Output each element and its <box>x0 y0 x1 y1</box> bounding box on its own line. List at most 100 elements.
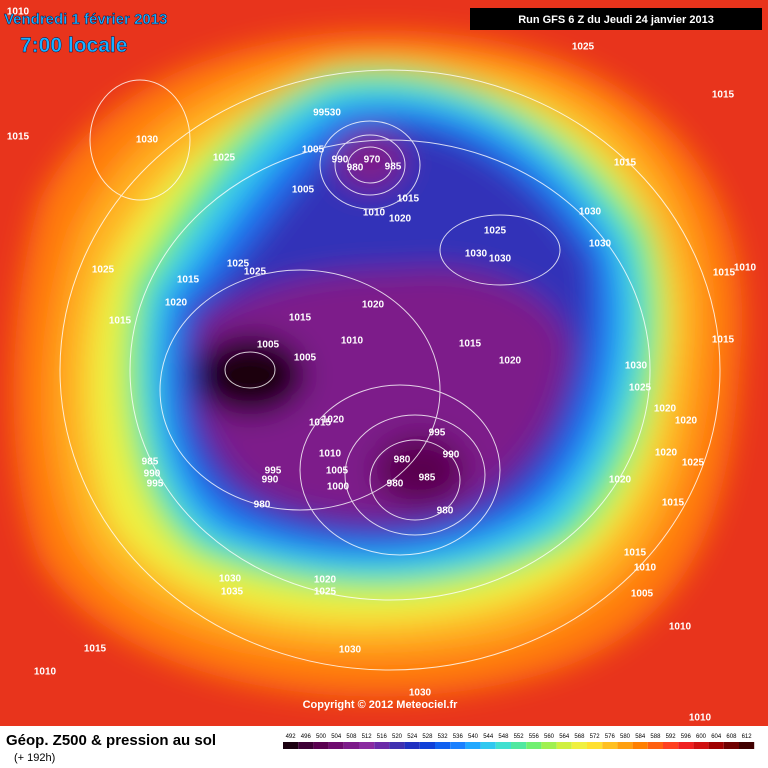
isobar-label: 1015 <box>624 548 647 559</box>
isobar-label: 1010 <box>734 263 757 274</box>
isobar-label: 1020 <box>675 416 698 427</box>
colorbar-label: 612 <box>742 734 753 740</box>
isobar-label: 980 <box>437 506 454 517</box>
colorbar-label: 584 <box>635 734 646 740</box>
isobar-label: 1005 <box>326 466 349 477</box>
isobar-label: 99530 <box>313 108 341 119</box>
isobar-label: 1030 <box>489 254 512 265</box>
isobar-label: 1025 <box>213 153 236 164</box>
colorbar-swatch <box>632 742 648 749</box>
isobar-label: 970 <box>364 155 381 166</box>
isobar-label: 1030 <box>409 688 432 699</box>
colorbar-label: 516 <box>377 734 388 740</box>
isobar-label: 1020 <box>609 475 632 486</box>
isobar-label: 990 <box>332 155 349 166</box>
colorbar: 492 496 500 504 508 512 516 520 524 528 532 536 540 5… <box>283 734 755 749</box>
colorbar-swatch <box>435 742 451 749</box>
colorbar-swatch <box>389 742 405 749</box>
colorbar-label: 560 <box>544 734 555 740</box>
colorbar-label: 544 <box>483 734 494 740</box>
isobar-label: 1025 <box>682 458 705 469</box>
colorbar-swatch <box>328 742 344 749</box>
isobar-label: 1015 <box>459 339 482 350</box>
colorbar-label: 576 <box>605 734 616 740</box>
colorbar-swatch <box>602 742 618 749</box>
colorbar-label: 504 <box>331 734 342 740</box>
colorbar-swatch <box>663 742 679 749</box>
isobar-label: 1015 <box>289 313 312 324</box>
colorbar-swatch <box>283 742 299 749</box>
footer-lead: (+ 192h) <box>14 752 55 764</box>
isobar-label: 980 <box>254 500 271 511</box>
isobar-label: 1015 <box>712 90 735 101</box>
isobar-label: 1015 <box>7 132 30 143</box>
colorbar-label: 588 <box>650 734 661 740</box>
isobar-label: 1030 <box>625 361 648 372</box>
isobar-label: 1005 <box>631 589 654 600</box>
isobar-label: 1000 <box>327 482 350 493</box>
isobar-label: 985 <box>142 457 159 468</box>
colorbar-swatch <box>359 742 375 749</box>
colorbar-swatch <box>465 742 481 749</box>
colorbar-label: 512 <box>362 734 373 740</box>
colorbar-swatch <box>495 742 511 749</box>
colorbar-label: 552 <box>514 734 525 740</box>
isobar-label: 1030 <box>589 239 612 250</box>
run-box <box>470 8 762 30</box>
colorbar-label: 528 <box>422 734 433 740</box>
isobar-label: 1025 <box>572 42 595 53</box>
isobar-label: 995 <box>265 466 282 477</box>
isobar-label: 1030 <box>219 574 242 585</box>
isobar-label: 1015 <box>309 418 332 429</box>
isobar-label: 990 <box>262 475 279 486</box>
colorbar-label: 592 <box>666 734 677 740</box>
colorbar-swatch <box>511 742 527 749</box>
colorbar-swatch <box>693 742 709 749</box>
colorbar-swatch <box>298 742 314 749</box>
isobar-label: 1020 <box>654 404 677 415</box>
colorbar-label: 608 <box>726 734 737 740</box>
colorbar-swatch <box>571 742 587 749</box>
field <box>13 33 743 697</box>
isobar-label: 1030 <box>136 135 159 146</box>
isobar-label: 1025 <box>629 383 652 394</box>
colorbar-label: 524 <box>407 734 418 740</box>
isobar-label: 1015 <box>713 268 736 279</box>
isobar-label: 1020 <box>499 356 522 367</box>
isobar-label: 1015 <box>84 644 107 655</box>
colorbar-swatch <box>587 742 603 749</box>
colorbar-label: 572 <box>590 734 601 740</box>
isobar-label: 1025 <box>244 267 267 278</box>
isobar-label: 980 <box>394 455 411 466</box>
isobar-label: 1025 <box>227 259 250 270</box>
colorbar-swatch <box>647 742 663 749</box>
colorbar-label: 604 <box>711 734 722 740</box>
isobar-label: 995 <box>147 479 164 490</box>
isobar-label: 1025 <box>314 587 337 598</box>
colorbar-swatch <box>739 742 755 749</box>
isobar-label: 1010 <box>7 7 30 18</box>
isobar-label: 1015 <box>614 158 637 169</box>
isobar-label: 1020 <box>165 298 188 309</box>
footer-title: Géop. Z500 & pression au sol <box>6 732 216 749</box>
colorbar-swatch <box>526 742 542 749</box>
colorbar-label: 568 <box>574 734 585 740</box>
isobar-label: 1015 <box>397 194 420 205</box>
isobar-label: 980 <box>387 479 404 490</box>
isobar-label: 1020 <box>314 575 337 586</box>
colorbar-swatch <box>313 742 329 749</box>
isobar-label: 1030 <box>579 207 602 218</box>
colorbar-label: 532 <box>438 734 449 740</box>
isobar-label: 1010 <box>634 563 657 574</box>
colorbar-label: 536 <box>453 734 464 740</box>
isobar-label: 1015 <box>712 335 735 346</box>
copyright: Copyright © 2012 Meteociel.fr <box>303 699 459 711</box>
colorbar-label: 540 <box>468 734 479 740</box>
isobar-label: 1020 <box>322 415 345 426</box>
colorbar-label: 556 <box>529 734 540 740</box>
isobar-label: 1015 <box>662 498 685 509</box>
run-text: Run GFS 6 Z du Jeudi 24 janvier 2013 <box>518 14 714 26</box>
colorbar-swatch <box>678 742 694 749</box>
